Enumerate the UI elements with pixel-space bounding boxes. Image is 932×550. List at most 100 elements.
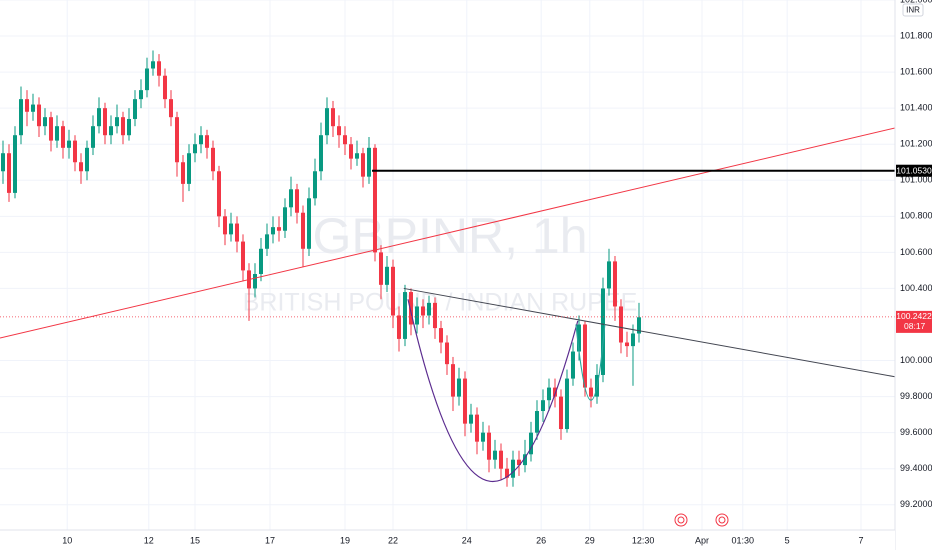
candle-body [570,351,575,379]
event-icon-inner [718,516,726,524]
y-tick-label: 99.2000 [900,499,932,509]
x-tick-label: 22 [388,535,398,545]
event-icon[interactable] [715,513,729,527]
candle-body [552,387,557,397]
y-tick-label: 100.0000 [900,355,932,365]
y-tick-label: 101.8000 [900,30,932,40]
watermark-title: GBPINR, 1h [312,208,587,264]
candle-body [402,292,407,339]
candle-body [432,302,437,329]
candle-body [102,108,107,136]
candle-body [162,75,167,100]
trendline [0,127,895,339]
candle-body [528,432,533,455]
candle-body [18,99,23,136]
candle-body [504,468,509,478]
candle-body [426,302,431,316]
candle-body [636,317,641,334]
candle-body [558,396,563,430]
candle-body [450,364,455,397]
y-tick-label: 102.0000 [900,0,932,4]
y-tick-label: 100.4000 [900,283,932,293]
candle-body [282,207,287,231]
candle-body [186,153,191,184]
candle-body [126,118,131,136]
x-tick-label: 01:30 [732,535,755,545]
horizontal-line-label: 101.0530 [896,165,932,175]
candle-body [474,414,479,442]
candle-body [462,378,467,424]
candle-body [228,223,233,235]
candle-body [258,248,263,275]
y-tick-label: 101.6000 [900,66,932,76]
candle-body [318,135,323,172]
watermark-subtitle: BRITISH POUND / INDIAN RUPEE [243,289,638,317]
candle-body [72,140,77,163]
event-icon[interactable] [674,513,688,527]
time-axis [0,530,895,550]
x-tick-label: 26 [536,535,546,545]
candle-body [156,61,161,76]
candle-body [600,288,605,375]
candle-body [240,241,245,271]
x-tick-label: 7 [858,535,863,545]
candle-body [510,459,515,478]
candle-body [306,198,311,249]
candle-body [324,108,329,136]
candle-body [114,117,119,127]
candle-body [354,153,359,159]
x-tick-label: 12:30 [632,535,655,545]
pattern-curve [575,324,606,401]
candle-body [606,261,611,289]
candle-body [366,147,371,177]
candle-body [60,126,65,148]
y-tick-label: 99.4000 [900,463,932,473]
drawings [0,127,895,483]
candle-body [582,324,587,388]
y-tick-label: 101.2000 [900,139,932,149]
candle-body [198,135,203,145]
candle-body [540,400,545,412]
x-tick-label: 12 [144,535,154,545]
candle-body [138,90,143,100]
candle-body [564,378,569,430]
candle-body [216,171,221,217]
candle-body [54,126,59,141]
watermark: GBPINR, 1h BRITISH POUND / INDIAN RUPEE [243,208,638,316]
horizontal-line-label-box [896,164,932,177]
y-tick-label: 100.8000 [900,211,932,221]
candle-body [252,274,257,289]
candle-body [6,153,11,193]
candle-body [120,117,125,136]
candle-body [150,61,155,69]
candle-body [192,144,197,154]
candle-body [360,153,365,177]
candle-body [36,104,41,127]
candle-body [588,387,593,397]
candle-body [612,261,617,307]
candle-body [336,126,341,136]
candle-body [42,117,47,127]
candle-body [204,135,209,148]
x-tick-label: 29 [585,535,595,545]
event-icon-inner [677,516,685,524]
candle-body [420,306,425,316]
candle-body [96,108,101,127]
last-price-box [896,310,932,333]
candle-body [624,342,629,347]
x-tick-label: Apr [695,535,709,545]
candle-body [12,135,17,193]
candle-body [48,117,53,141]
candle-body [222,216,227,235]
candle-body [618,306,623,343]
candle-body [144,68,149,91]
candle-body [276,227,281,231]
y-tick-label: 99.6000 [900,427,932,437]
y-tick-label: 100.6000 [900,247,932,257]
candle-body [384,266,389,285]
candle-body [210,147,215,172]
currency-label[interactable]: INR [906,6,920,15]
candle-body [0,153,5,172]
currency-box[interactable] [902,3,924,17]
